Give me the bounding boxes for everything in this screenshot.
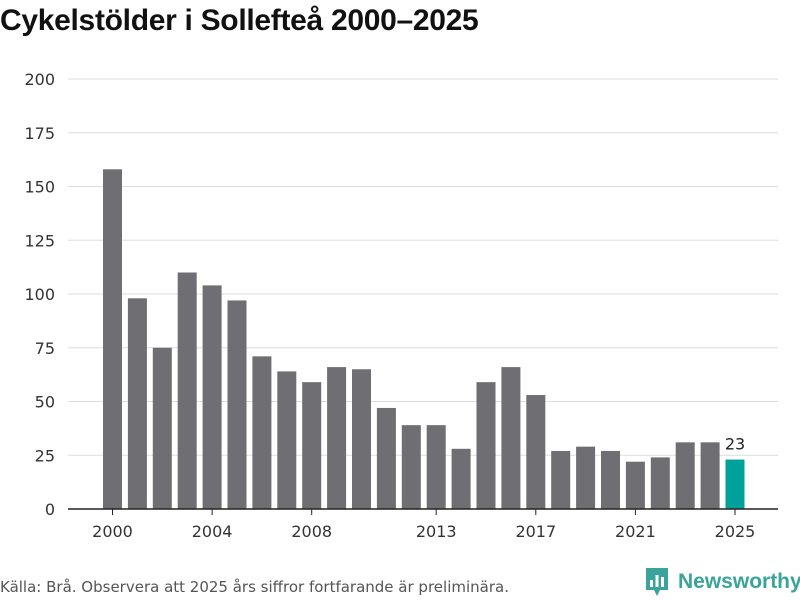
bar-2003: [177, 272, 197, 509]
x-tick-label: 2017: [515, 522, 556, 541]
bar-2025: [725, 459, 745, 509]
y-tick-label: 50: [35, 393, 55, 412]
bar-2006: [252, 356, 272, 509]
bar-2008: [302, 382, 322, 509]
bar-2022: [650, 457, 670, 509]
bar-2019: [576, 446, 596, 509]
y-tick-label: 175: [24, 124, 55, 143]
y-tick-label: 75: [35, 339, 55, 358]
x-tick-label: 2004: [192, 522, 233, 541]
y-tick-label: 125: [24, 231, 55, 250]
data-label: 23: [725, 435, 745, 454]
bar-2013: [426, 425, 446, 509]
x-tick-label: 2013: [416, 522, 457, 541]
x-tick-label: 2008: [291, 522, 332, 541]
bar-2000: [103, 169, 122, 510]
y-tick-label: 200: [24, 70, 55, 89]
y-tick-label: 25: [35, 446, 55, 465]
brand-logo[interactable]: Newsworthy: [644, 566, 800, 598]
bar-2004: [202, 285, 222, 509]
x-tick-label: 2025: [715, 522, 756, 541]
bar-2016: [501, 367, 521, 509]
annotations: 23: [725, 435, 745, 454]
bar-2009: [327, 367, 347, 509]
bar-2014: [451, 448, 471, 509]
bar-2011: [376, 407, 396, 509]
bar-2010: [352, 369, 371, 509]
bar-2018: [551, 450, 571, 509]
bar-2024: [700, 442, 720, 509]
bar-2017: [526, 395, 546, 509]
bar-chart-icon: [646, 568, 668, 596]
bar-2007: [277, 371, 297, 509]
y-axis-labels: 0 25 50 75 100 125 150 175 200: [24, 70, 55, 519]
bar-2020: [601, 450, 620, 509]
x-tick-label: 2021: [615, 522, 656, 541]
gridlines: [68, 78, 778, 456]
chart-title: Cykelstölder i Sollefteå 2000–2025: [0, 4, 479, 37]
brand-name: Newsworthy: [678, 570, 800, 593]
bar-2005: [227, 300, 247, 509]
bar-2021: [625, 461, 645, 509]
bars: [103, 169, 745, 510]
source-note: Källa: Brå. Observera att 2025 års siffr…: [0, 578, 509, 596]
bar-2023: [675, 442, 695, 509]
bar-2001: [127, 298, 147, 509]
bar-2012: [401, 425, 421, 509]
x-tick-label: 2000: [92, 522, 133, 541]
bar-2015: [476, 382, 496, 509]
y-tick-label: 100: [24, 285, 55, 304]
y-tick-label: 150: [24, 178, 55, 197]
x-axis: 2000 2004 2008 2013 2017 2021 2025: [68, 508, 778, 541]
y-tick-label: 0: [45, 500, 55, 519]
bar-2002: [152, 347, 172, 509]
